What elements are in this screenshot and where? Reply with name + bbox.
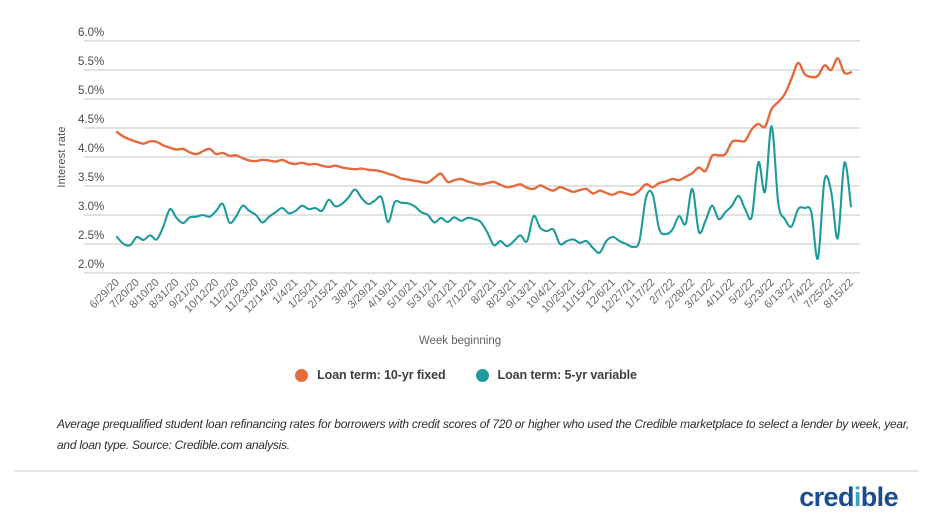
legend-label-10yr-fixed: Loan term: 10-yr fixed — [317, 368, 446, 382]
y-tick-label: 5.0% — [78, 85, 104, 97]
chart-legend: Loan term: 10-yr fixed Loan term: 5-yr v… — [0, 368, 932, 382]
y-tick-label: 4.0% — [78, 143, 104, 155]
legend-item-10yr-fixed: Loan term: 10-yr fixed — [295, 368, 446, 382]
series-line-5yr-variable — [115, 125, 853, 260]
rates-line-chart: 6.0%5.5%5.0%4.5%4.0%3.5%3.0%2.5%2.0%6/29… — [78, 27, 860, 315]
divider-line — [14, 470, 919, 472]
series-line-10yr-fixed — [115, 57, 853, 197]
footnote-line-1: Average prequalified student loan refina… — [57, 417, 910, 431]
y-tick-label: 3.0% — [78, 201, 104, 213]
legend-item-5yr-variable: Loan term: 5-yr variable — [475, 368, 637, 382]
logo-letter-i: i — [853, 482, 861, 512]
footnote-line-2: and loan type. Source: Credible.com anal… — [57, 438, 290, 452]
logo-text-suffix: ble — [860, 482, 899, 512]
logo-text-prefix: cred — [799, 482, 854, 512]
y-tick-label: 2.0% — [78, 259, 104, 271]
chart-footnote: Average prequalified student loan refina… — [57, 414, 927, 456]
y-tick-label: 5.5% — [78, 56, 104, 68]
credible-logo: credible — [799, 484, 898, 511]
y-axis-title: Interest rate — [56, 126, 68, 188]
y-tick-label: 3.5% — [78, 172, 104, 184]
legend-dot-orange-icon — [295, 368, 309, 382]
y-tick-label: 6.0% — [78, 27, 104, 39]
y-tick-label: 2.5% — [78, 230, 104, 242]
y-tick-label: 4.5% — [78, 114, 104, 126]
legend-dot-teal-icon — [475, 368, 489, 382]
legend-label-5yr-variable: Loan term: 5-yr variable — [497, 368, 637, 382]
x-axis-title: Week beginning — [418, 335, 502, 347]
